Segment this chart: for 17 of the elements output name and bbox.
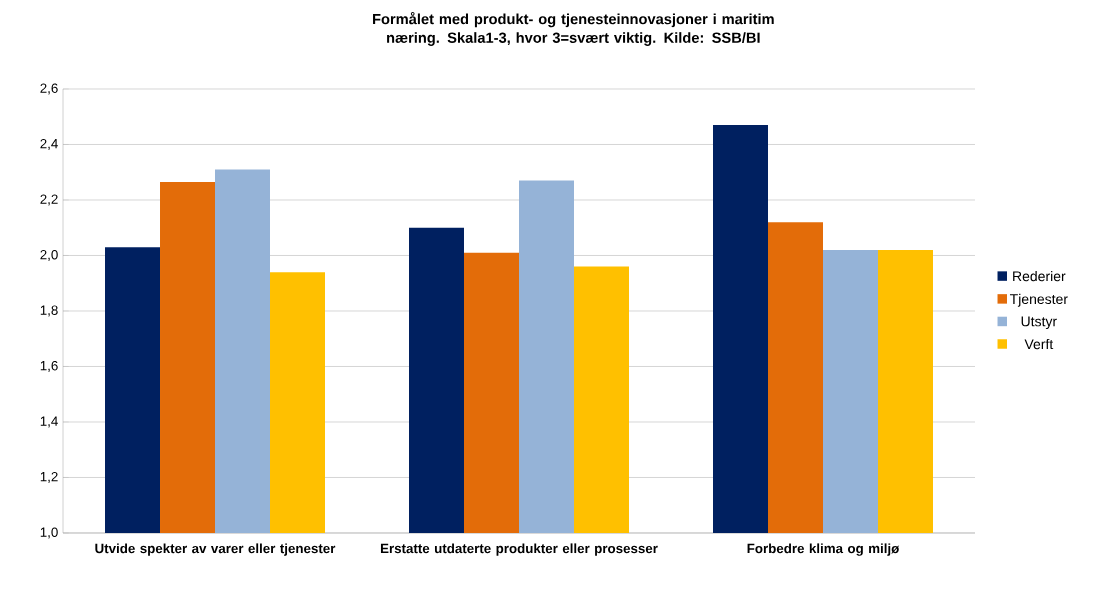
y-tick-label: 1,8 bbox=[40, 305, 58, 317]
legend-label: Utstyr bbox=[1021, 316, 1057, 330]
chart-title: Formålet med produkt- og tjenesteinnovasjoner i maritim næring. Skala1-3, hvor 3=svært viktig. Kilde: SSB/BI bbox=[373, 12, 774, 46]
y-tick-label: 1,0 bbox=[40, 527, 58, 539]
y-tick-label: 2,4 bbox=[40, 138, 58, 151]
x-tick-label: Utvide spekter av varer eller tjenester bbox=[95, 543, 336, 556]
x-tick-label: Erstatte utdaterte produkter eller prosesser bbox=[380, 543, 658, 556]
y-tick-label: 2,6 bbox=[40, 83, 58, 95]
y-tick-label: 1,2 bbox=[40, 471, 58, 483]
y-tick-label: 2,0 bbox=[40, 249, 58, 261]
legend-label: Tjenester bbox=[1009, 293, 1068, 307]
y-tick-label: 1,4 bbox=[40, 416, 58, 428]
legend-label: Rederier bbox=[1013, 270, 1066, 282]
legend-label: Verft bbox=[1024, 338, 1054, 350]
y-tick-label: 1,6 bbox=[40, 360, 58, 372]
x-tick-label: Forbedre klima og miljø bbox=[747, 543, 900, 556]
y-tick-label: 2,2 bbox=[40, 194, 58, 206]
